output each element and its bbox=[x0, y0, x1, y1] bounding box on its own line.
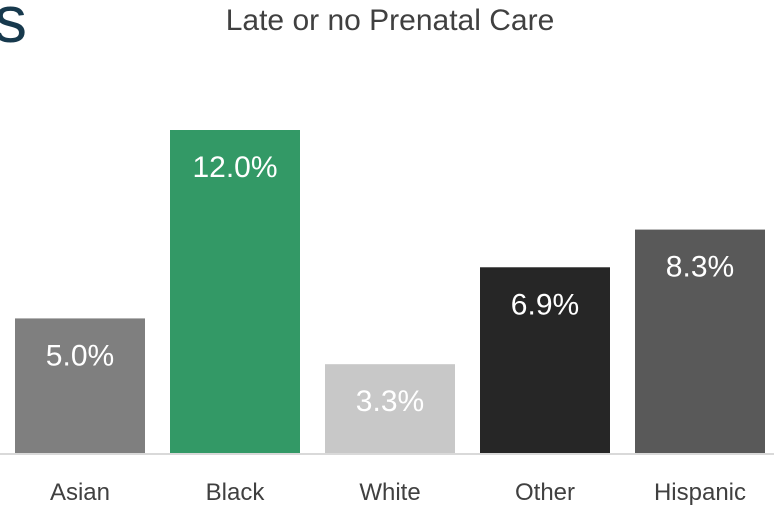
chart-title: Late or no Prenatal Care bbox=[225, 4, 555, 37]
bar-black bbox=[170, 130, 300, 453]
category-label-other: Other bbox=[515, 479, 575, 506]
data-label-other: 6.9% bbox=[511, 288, 579, 321]
bar-hispanic bbox=[635, 229, 765, 453]
data-label-hispanic: 8.3% bbox=[666, 251, 734, 284]
data-label-black: 12.0% bbox=[192, 151, 277, 184]
category-labels-group: Asian Black White Other Hispanic bbox=[50, 479, 746, 506]
category-label-asian: Asian bbox=[50, 479, 110, 506]
category-label-black: Black bbox=[206, 479, 266, 506]
slide-title-fragment: s bbox=[0, 0, 27, 56]
bar-white bbox=[325, 364, 455, 453]
bar-other bbox=[480, 267, 610, 453]
data-label-asian: 5.0% bbox=[46, 339, 114, 372]
category-label-white: White bbox=[359, 479, 420, 506]
bars-group: 5.0% 12.0% 3.3% 6.9% 8.3% bbox=[15, 130, 765, 453]
category-label-hispanic: Hispanic bbox=[654, 479, 746, 506]
bar-asian bbox=[15, 318, 145, 453]
data-label-white: 3.3% bbox=[356, 385, 424, 418]
